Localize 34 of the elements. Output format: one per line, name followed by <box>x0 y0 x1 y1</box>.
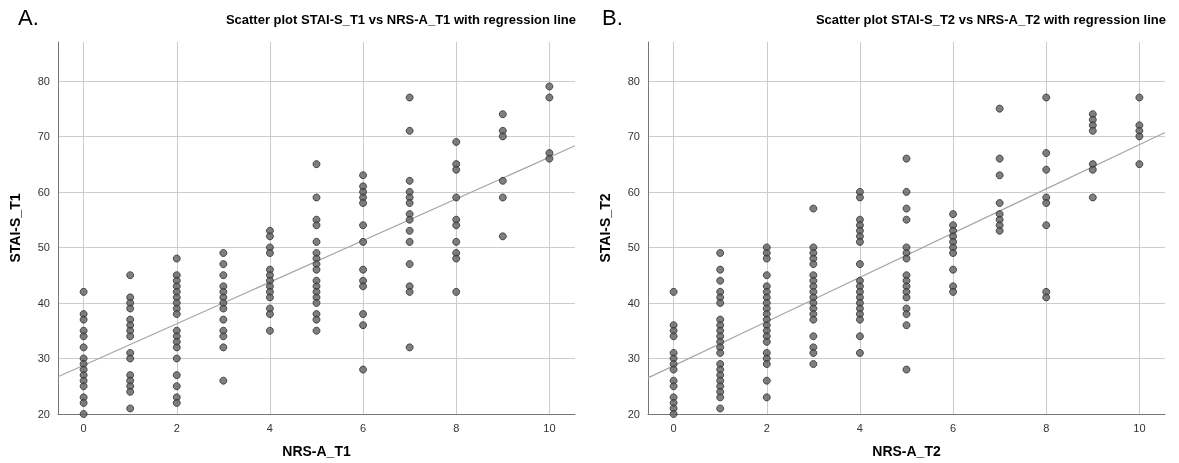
x-tick-label: 0 <box>670 421 677 434</box>
x-tick-label: 10 <box>543 421 556 434</box>
chart-title: Scatter plot STAI-S_T2 vs NRS-A_T2 with regression line <box>815 12 1167 27</box>
y-tick-label: 30 <box>627 352 640 365</box>
x-tick-label: 2 <box>173 421 180 434</box>
y-tick-label: 60 <box>627 185 640 198</box>
x-tick-label: 8 <box>453 421 460 434</box>
x-tick-label: 6 <box>360 421 367 434</box>
x-tick-label: 4 <box>856 421 863 434</box>
x-tick-label: 2 <box>763 421 770 434</box>
y-tick-label: 40 <box>627 296 640 309</box>
x-axis-title: NRS-A_T1 <box>282 443 351 459</box>
x-tick-label: 0 <box>80 421 87 434</box>
y-axis-title: STAI-S_T1 <box>7 193 23 263</box>
x-tick-label: 4 <box>266 421 273 434</box>
x-tick-label: 8 <box>1043 421 1050 434</box>
y-tick-label: 40 <box>37 296 50 309</box>
x-tick-label: 6 <box>950 421 957 434</box>
text: B. <box>602 4 623 30</box>
y-tick-label: 70 <box>37 130 50 143</box>
x-axis-title: NRS-A_T2 <box>872 443 941 459</box>
y-tick-label: 50 <box>37 241 50 254</box>
y-tick-label: 30 <box>37 352 50 365</box>
y-tick-label: 20 <box>627 408 640 420</box>
y-tick-label: 80 <box>37 74 50 87</box>
y-tick-label: 80 <box>627 74 640 87</box>
text: A. <box>18 4 39 30</box>
y-tick-label: 60 <box>37 185 50 198</box>
chart-title: Scatter plot STAI-S_T1 vs NRS-A_T1 with regression line <box>225 12 577 27</box>
y-tick-label: 50 <box>627 241 640 254</box>
y-tick-label: 70 <box>627 130 640 143</box>
y-tick-label: 20 <box>37 408 50 420</box>
y-axis-title: STAI-S_T2 <box>597 193 613 263</box>
x-tick-label: 10 <box>1133 421 1146 434</box>
